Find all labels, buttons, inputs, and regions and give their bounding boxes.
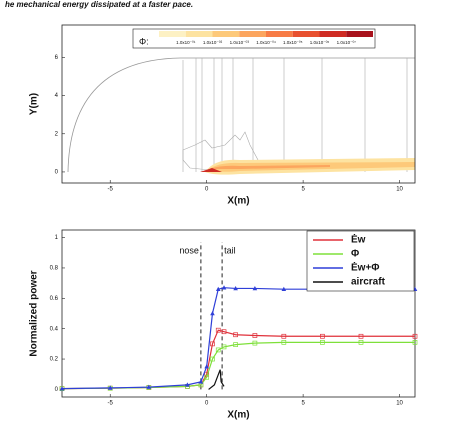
y-axis-label: Normalized power [29, 270, 40, 356]
colorbar-swatch [239, 31, 266, 37]
marker [146, 384, 152, 389]
colorbar-label: 1.0x10⁻⁰² [203, 40, 223, 45]
colorbar-label: 1.0x10⁻⁰¹ [176, 40, 196, 45]
marker [221, 329, 227, 335]
annotation-label: nose [179, 246, 199, 256]
colorbar-label: 1.0x10⁻⁰⁵ [283, 40, 303, 45]
colorbar-label: 1.0x10⁻⁰⁷ [337, 40, 357, 45]
annotation-label: tail [224, 246, 236, 256]
x-tick-label: 5 [301, 401, 305, 407]
legend-label: Φ [351, 249, 359, 260]
caption: he mechanical energy dissipated at a fas… [5, 0, 193, 9]
series-line [208, 369, 225, 390]
y-tick-label: 0.6 [50, 296, 59, 302]
y-axis-label: Y(m) [29, 93, 40, 115]
x-axis-label: X(m) [227, 196, 249, 207]
x-tick-label: -5 [108, 187, 114, 193]
marker [215, 286, 221, 292]
marker [221, 285, 227, 290]
domain-outline [67, 57, 415, 173]
x-tick-label: -5 [108, 401, 114, 407]
x-tick-label: 0 [205, 187, 209, 193]
y-tick-label: 4 [55, 93, 59, 99]
marker [320, 333, 325, 339]
marker [185, 382, 190, 387]
marker [210, 311, 215, 316]
x-tick-label: 0 [205, 401, 209, 407]
y-tick-label: 0 [55, 170, 59, 176]
marker [210, 341, 215, 347]
colorbar-swatch [319, 31, 347, 37]
x-tick-label: 10 [396, 401, 403, 407]
x-axis-label: X(m) [227, 410, 249, 421]
marker [358, 339, 364, 345]
marker [204, 374, 210, 380]
colorbar-swatch [346, 31, 373, 37]
contour-field [200, 158, 415, 175]
marker [233, 342, 238, 347]
marker [204, 364, 209, 369]
mesh-lines [182, 58, 408, 172]
legend-label: Ėw [351, 233, 366, 246]
colorbar-swatch [266, 31, 293, 37]
marker [233, 332, 238, 338]
x-tick-label: 5 [301, 187, 305, 193]
marker [59, 386, 65, 391]
marker [221, 344, 227, 350]
plot-frame [61, 229, 416, 398]
y-tick-label: 0.8 [50, 266, 59, 272]
legend-label: Ėw+Φ [351, 261, 380, 274]
marker [320, 339, 325, 345]
plot-frame [61, 24, 416, 184]
series-line [61, 329, 415, 390]
colorbar-swatch [159, 31, 186, 37]
mesh-decoration [67, 57, 415, 175]
legend-box [306, 230, 415, 292]
marker [252, 333, 258, 338]
marker [215, 347, 221, 353]
marker [252, 285, 258, 291]
marker [281, 339, 287, 345]
y-tick-label: 6 [55, 55, 59, 61]
marker [412, 339, 418, 345]
legend-label: aircraft [351, 277, 386, 288]
colorbar-title: Φ: [139, 36, 149, 46]
x-tick-label: 10 [396, 187, 403, 193]
marker [210, 356, 215, 362]
y-tick-label: 0.4 [50, 326, 59, 332]
marker [281, 286, 287, 292]
marker [358, 333, 364, 339]
colorbar-label: 1.0x10⁻⁰⁴ [256, 40, 276, 45]
marker [107, 385, 113, 390]
y-tick-label: 0 [55, 387, 59, 393]
colorbar-label: 1.0x10⁻⁰⁶ [310, 40, 330, 45]
marker [233, 285, 238, 291]
colorbar-swatch [292, 31, 320, 37]
marker [252, 340, 258, 346]
series-line [61, 341, 415, 390]
marker [215, 327, 221, 333]
colorbar-swatch [185, 31, 213, 37]
colorbar-label: 1.0x10⁻⁰³ [230, 40, 250, 45]
marker [198, 379, 204, 384]
colorbar-swatch [212, 31, 240, 37]
marker [412, 333, 418, 339]
y-tick-label: 2 [55, 131, 59, 137]
y-tick-label: 0.2 [50, 357, 59, 363]
marker [281, 333, 287, 339]
y-tick-label: 1 [55, 235, 59, 241]
